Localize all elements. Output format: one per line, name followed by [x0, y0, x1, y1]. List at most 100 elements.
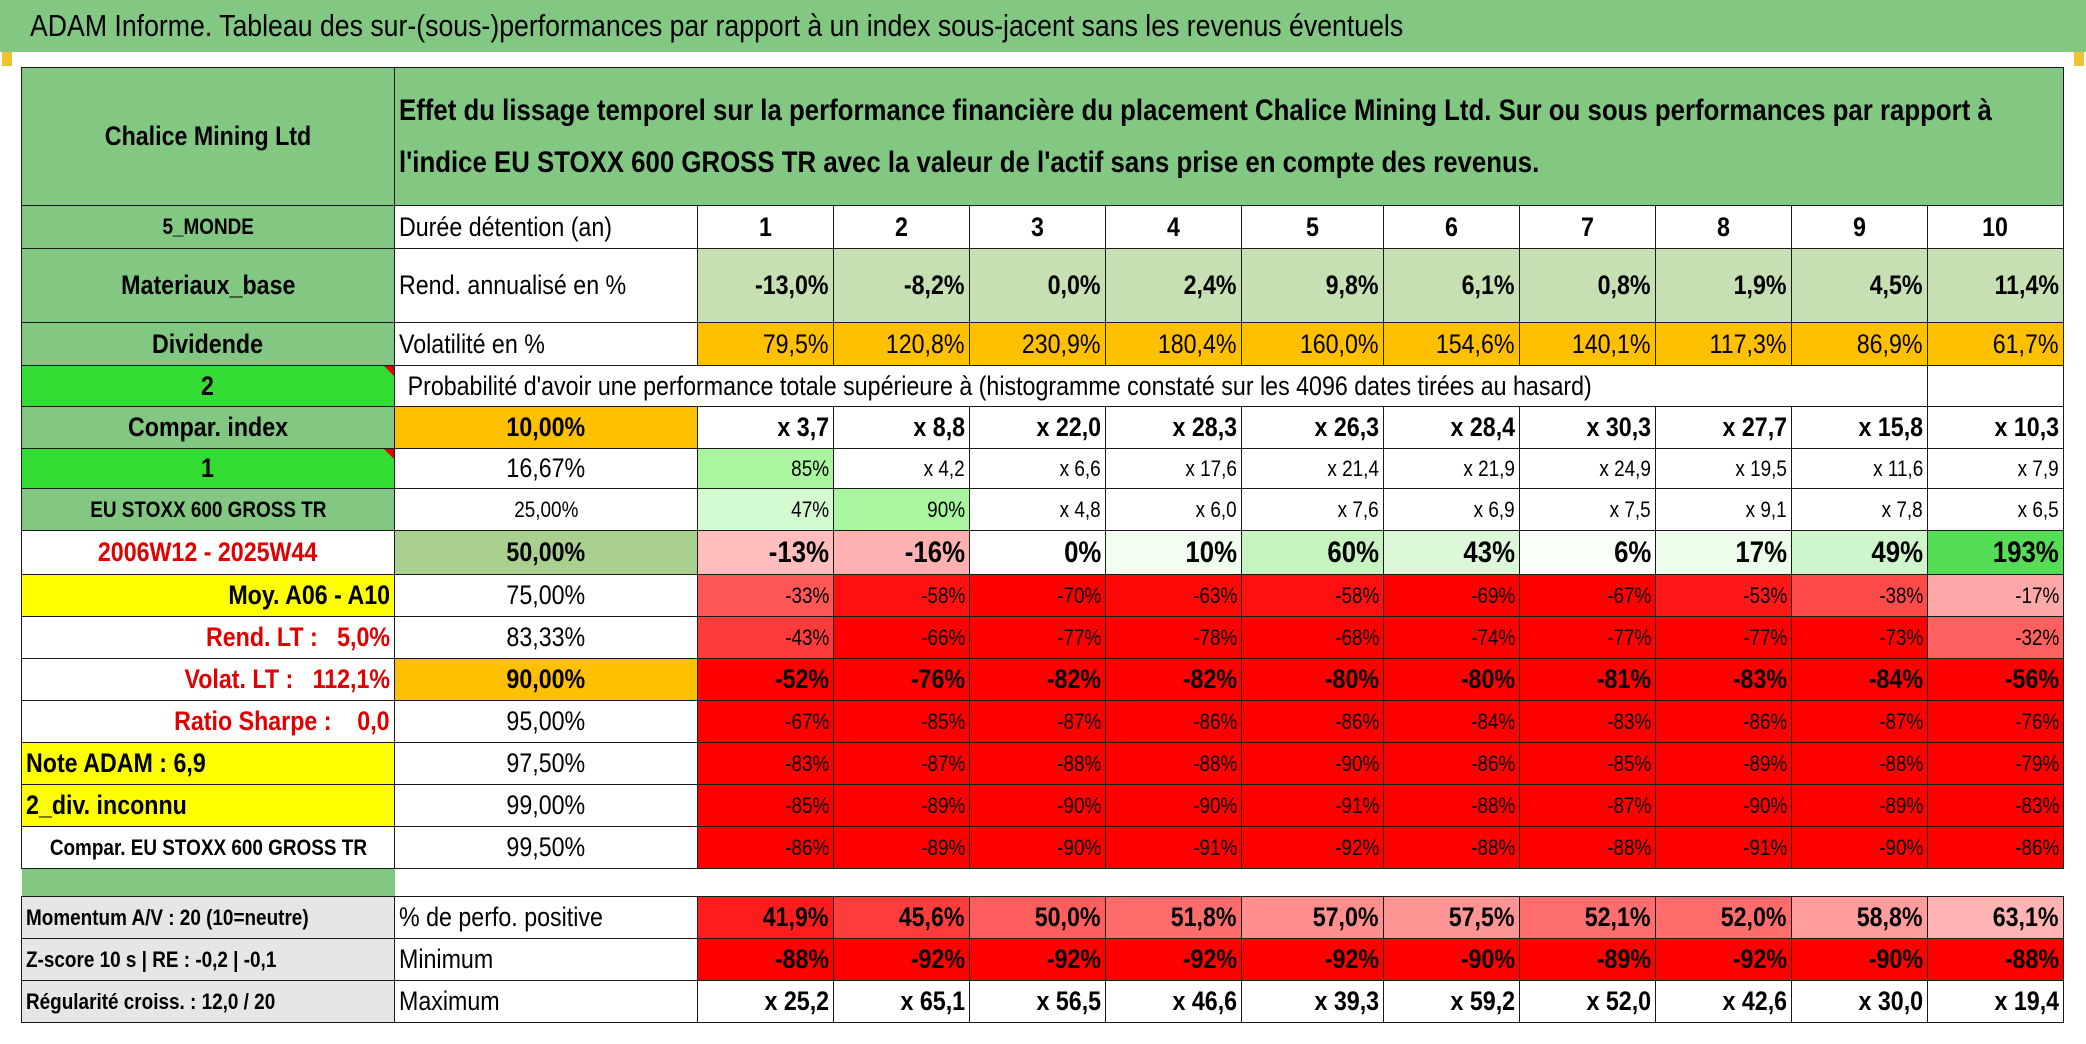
- corner-mark: [2074, 52, 2084, 66]
- quantile-cell: -91%: [1241, 784, 1384, 827]
- quantile-cell: -87%: [1791, 700, 1928, 743]
- sharpe-label: Ratio Sharpe : 0,0: [21, 700, 395, 743]
- quantile-cell: -90%: [1655, 784, 1792, 827]
- quantile-cell: -92%: [1241, 826, 1384, 869]
- quantile-cell: x 7,8: [1791, 488, 1928, 531]
- volat-label: Volatilité en %: [394, 322, 698, 366]
- rend-cell: 4,5%: [1791, 248, 1928, 323]
- quantile-cell: x 17,6: [1105, 448, 1242, 489]
- div-label: 2_div. inconnu: [21, 784, 395, 827]
- zscore-label: Z-score 10 s | RE : -0,2 | -0,1: [21, 938, 395, 981]
- quantile-cell: x 30,3: [1519, 406, 1656, 449]
- min-cell: -92%: [1105, 938, 1242, 981]
- max-cell: x 25,2: [697, 980, 834, 1023]
- max-cell: x 39,3: [1241, 980, 1384, 1023]
- quantile-level: 99,50%: [394, 826, 698, 869]
- rend-cell: 0,8%: [1519, 248, 1656, 323]
- min-cell: -92%: [1241, 938, 1384, 981]
- min-cell: -92%: [833, 938, 970, 981]
- quantile-cell: -82%: [969, 658, 1106, 701]
- year-header: 9: [1791, 205, 1928, 249]
- min-cell: -92%: [1655, 938, 1792, 981]
- quantile-cell: x 26,3: [1241, 406, 1384, 449]
- year-header: 7: [1519, 205, 1656, 249]
- quantile-cell: -70%: [969, 574, 1106, 617]
- quantile-cell: -89%: [1791, 784, 1928, 827]
- quantile-cell: -78%: [1105, 616, 1242, 659]
- quantile-cell: -91%: [1105, 826, 1242, 869]
- min-cell: -92%: [969, 938, 1106, 981]
- quantile-cell: -32%: [1927, 616, 2064, 659]
- period-label: 2006W12 - 2025W44: [21, 530, 395, 575]
- quantile-cell: -84%: [1791, 658, 1928, 701]
- max-cell: x 56,5: [969, 980, 1106, 1023]
- year-header: 1: [697, 205, 834, 249]
- quantile-cell: -74%: [1383, 616, 1520, 659]
- quantile-cell: -80%: [1241, 658, 1384, 701]
- volat-cell: 86,9%: [1791, 322, 1928, 366]
- quantile-cell: -88%: [1383, 826, 1520, 869]
- pos-cell: 50,0%: [969, 896, 1106, 939]
- note-label: Note ADAM : 6,9: [21, 742, 395, 785]
- corner-mark: [2, 52, 12, 66]
- min-cell: -88%: [1927, 938, 2064, 981]
- quantile-cell: 47%: [697, 488, 834, 531]
- quantile-cell: -77%: [969, 616, 1106, 659]
- quantile-cell: -90%: [969, 784, 1106, 827]
- title-bar: ADAM Informe. Tableau des sur-(sous-)per…: [0, 0, 2086, 52]
- pos-cell: 57,0%: [1241, 896, 1384, 939]
- num-two: 2: [21, 365, 395, 407]
- quantile-level: 75,00%: [394, 574, 698, 617]
- quantile-cell: x 11,6: [1791, 448, 1928, 489]
- quantile-cell: x 4,2: [833, 448, 970, 489]
- quantile-cell: 43%: [1383, 530, 1520, 575]
- quantile-cell: -67%: [697, 700, 834, 743]
- quantile-cell: -53%: [1655, 574, 1792, 617]
- quantile-cell: -83%: [1655, 658, 1792, 701]
- quantile-cell: -66%: [833, 616, 970, 659]
- volat-cell: 120,8%: [833, 322, 970, 366]
- quantile-cell: -86%: [1105, 700, 1242, 743]
- quantile-cell: -77%: [1655, 616, 1792, 659]
- volat-cell: 61,7%: [1927, 322, 2064, 366]
- asset-name: Chalice Mining Ltd: [21, 67, 395, 206]
- min-label: Minimum: [394, 938, 698, 981]
- region-label: 5_MONDE: [21, 205, 395, 249]
- quantile-cell: -89%: [1655, 742, 1792, 785]
- quantile-cell: -90%: [1791, 826, 1928, 869]
- quantile-cell: -68%: [1241, 616, 1384, 659]
- quantile-cell: -88%: [1383, 784, 1520, 827]
- quantile-cell: -90%: [1241, 742, 1384, 785]
- year-header: 6: [1383, 205, 1520, 249]
- quantile-cell: -69%: [1383, 574, 1520, 617]
- quantile-level: 10,00%: [394, 406, 698, 449]
- volat-cell: 117,3%: [1655, 322, 1792, 366]
- max-cell: x 30,0: [1791, 980, 1928, 1023]
- max-cell: x 65,1: [833, 980, 970, 1023]
- quantile-cell: -88%: [1791, 742, 1928, 785]
- volat-cell: 140,1%: [1519, 322, 1656, 366]
- quantile-cell: x 8,8: [833, 406, 970, 449]
- rend-cell: -13,0%: [697, 248, 834, 323]
- quantile-cell: -89%: [833, 784, 970, 827]
- max-cell: x 42,6: [1655, 980, 1792, 1023]
- rend-cell: 9,8%: [1241, 248, 1384, 323]
- quantile-cell: -16%: [833, 530, 970, 575]
- rend-label: Rend. annualisé en %: [394, 248, 698, 323]
- quantile-cell: -58%: [833, 574, 970, 617]
- volat-cell: 230,9%: [969, 322, 1106, 366]
- quantile-cell: -86%: [1241, 700, 1384, 743]
- volat-cell: 160,0%: [1241, 322, 1384, 366]
- quantile-cell: -17%: [1927, 574, 2064, 617]
- quantile-cell: -81%: [1519, 658, 1656, 701]
- quantile-cell: -88%: [1105, 742, 1242, 785]
- compar-index-2: Compar. EU STOXX 600 GROSS TR: [21, 826, 395, 869]
- quantile-cell: x 3,7: [697, 406, 834, 449]
- quantile-cell: -58%: [1241, 574, 1384, 617]
- quantile-cell: -90%: [1105, 784, 1242, 827]
- quantile-cell: -85%: [1519, 742, 1656, 785]
- empty-cell: [1792, 366, 1928, 407]
- quantile-cell: -33%: [697, 574, 834, 617]
- max-cell: x 19,4: [1927, 980, 2064, 1023]
- volat-cell: 180,4%: [1105, 322, 1242, 366]
